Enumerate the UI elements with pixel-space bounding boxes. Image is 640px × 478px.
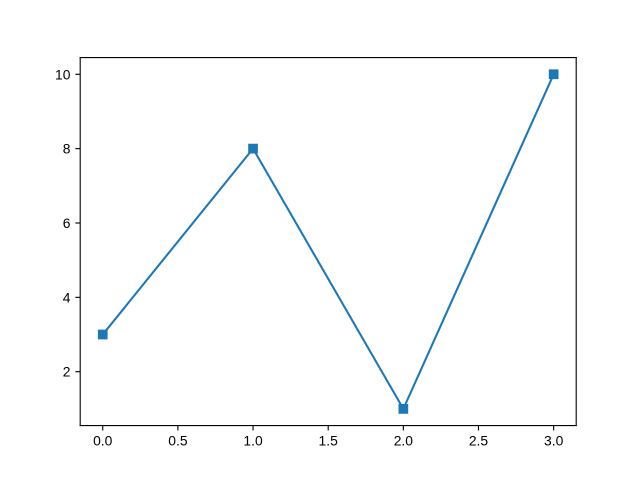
svg-text:1.0: 1.0 <box>243 432 263 448</box>
svg-text:2.5: 2.5 <box>469 432 489 448</box>
svg-text:8: 8 <box>63 141 71 157</box>
svg-text:1.5: 1.5 <box>319 432 339 448</box>
svg-text:3.0: 3.0 <box>544 432 564 448</box>
svg-text:6: 6 <box>63 215 71 231</box>
svg-text:2: 2 <box>63 364 71 380</box>
svg-text:2.0: 2.0 <box>394 432 414 448</box>
svg-text:0.0: 0.0 <box>93 432 113 448</box>
svg-text:10: 10 <box>55 66 71 82</box>
svg-text:4: 4 <box>63 289 71 305</box>
svg-text:0.5: 0.5 <box>168 432 188 448</box>
